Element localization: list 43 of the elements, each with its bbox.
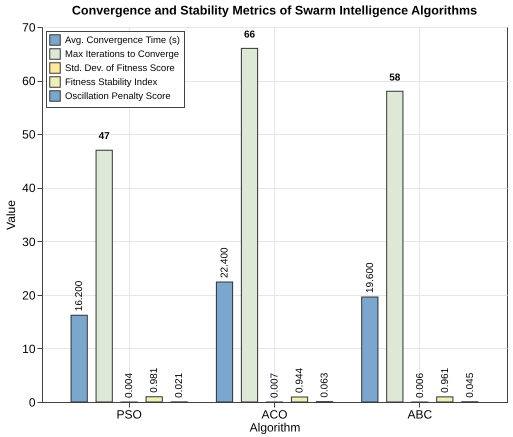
bar xyxy=(70,314,88,402)
bar xyxy=(240,48,258,402)
data-label: 19.600 xyxy=(364,262,376,293)
y-tick-label: 20 xyxy=(22,288,36,302)
data-label: 0.004 xyxy=(124,372,136,398)
bar xyxy=(386,90,404,402)
data-label: 58 xyxy=(389,72,401,84)
legend-label: Oscillation Penalty Score xyxy=(65,91,171,102)
x-tick-label: ACO xyxy=(261,408,288,422)
legend-label: Fitness Stability Index xyxy=(65,77,158,88)
bar xyxy=(146,396,163,402)
data-label: 0.063 xyxy=(320,372,330,398)
data-label: 0.006 xyxy=(414,372,426,398)
y-tick-label: 50 xyxy=(22,128,36,142)
y-tick-label: 40 xyxy=(22,181,36,196)
y-tick-label: 30 xyxy=(22,234,36,249)
data-label: 66 xyxy=(244,29,256,40)
y-axis-title: Value xyxy=(4,200,18,230)
data-label: 0.944 xyxy=(294,367,306,393)
data-label: 22.400 xyxy=(220,246,230,278)
legend-label: Max Iterations to Converge xyxy=(65,49,180,60)
legend-label: Std. Dev. of Fitness Score xyxy=(65,63,175,74)
data-label: 0.981 xyxy=(149,367,160,393)
y-tick-label: 0 xyxy=(28,396,36,410)
x-axis-title: Algorithm xyxy=(250,420,300,434)
bar xyxy=(216,282,234,402)
data-label: 0.021 xyxy=(174,372,186,398)
bar xyxy=(436,396,454,402)
bar xyxy=(361,296,378,402)
y-tick-label: 10 xyxy=(22,342,36,356)
y-tick-label: 70 xyxy=(22,20,36,34)
x-tick-label: PSO xyxy=(116,408,142,422)
y-tick-label: 60 xyxy=(22,74,36,88)
x-tick-label: ABC xyxy=(407,408,432,422)
chart-title: Convergence and Stability Metrics of Swarm Intelligence Algorithms xyxy=(72,4,478,18)
bar xyxy=(290,396,308,402)
data-label: 0.045 xyxy=(464,372,476,398)
data-label: 47 xyxy=(98,131,110,142)
data-label: 0.961 xyxy=(440,367,451,393)
legend-label: Avg. Convergence Time (s) xyxy=(65,35,180,46)
data-label: 0.007 xyxy=(270,372,280,398)
data-label: 16.200 xyxy=(74,280,86,312)
bar xyxy=(96,150,113,402)
